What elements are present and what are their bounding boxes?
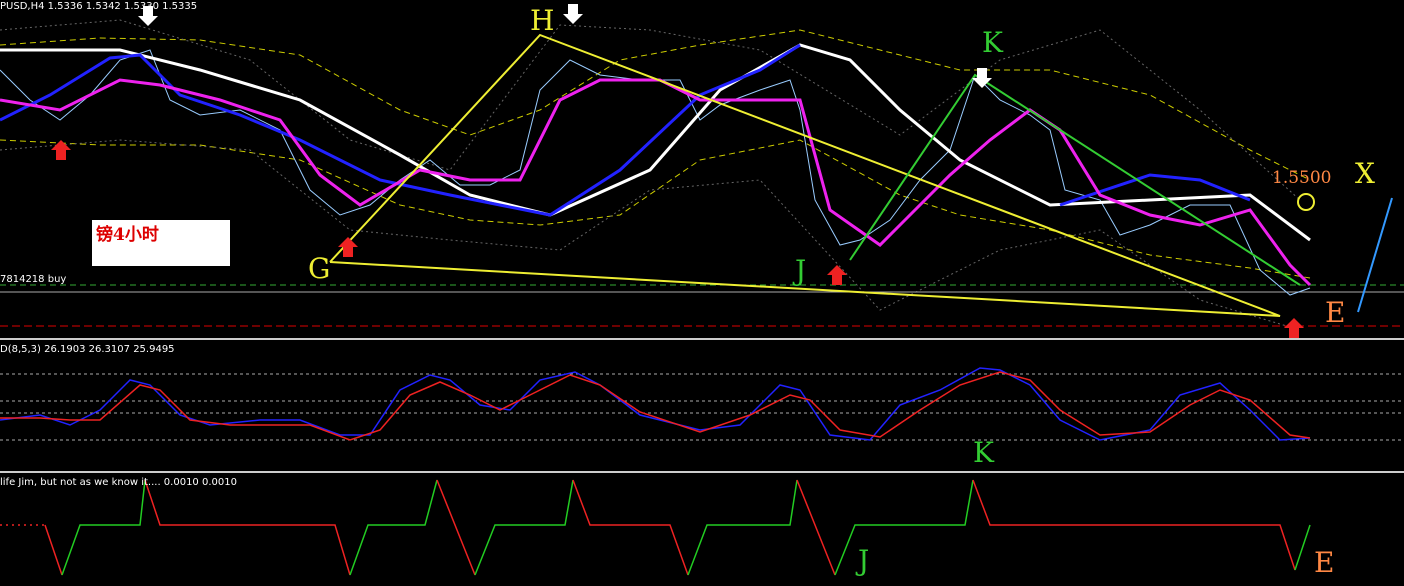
wave-label: K [982,26,1004,59]
up-arrow [1284,318,1304,338]
indicator-down [436,479,476,576]
wave-label: J [855,544,869,577]
indicator-up [1294,524,1311,571]
indicator-up [349,479,438,576]
wave-label: E [1314,546,1334,579]
envelope [0,139,1311,279]
price-label: 1.5500 [1272,168,1331,188]
wave-label: K [973,436,995,469]
down-arrow [972,68,992,88]
indicator-up [687,479,798,576]
note-text: 镑4小时 [96,224,159,245]
note-box [92,220,230,266]
indicator-down [144,479,351,576]
moving-average [0,43,1311,242]
envelope [0,29,1311,181]
wave-label: H [530,4,554,37]
order-label: 7814218 buy [0,274,66,285]
indicator-header: life Jim, but not as we know it.... 0.00… [0,477,237,488]
trend-line [1357,197,1393,313]
target-circle [1297,193,1315,211]
wave-label: E [1325,296,1345,329]
down-arrow [138,6,158,26]
indicator-up [474,479,574,576]
moving-average [0,43,801,217]
wave-label: J [792,254,806,287]
up-arrow [51,140,71,160]
stoch-header: D(8,5,3) 26.1903 26.3107 25.9495 [0,344,175,355]
indicator-up [61,479,146,576]
indicator-down [796,479,836,576]
moving-average [0,78,1312,287]
wave-label: X [1355,157,1375,190]
indicator-down [44,524,63,576]
band [0,139,1301,331]
up-arrow [338,237,358,257]
up-arrow [827,265,847,285]
indicator-down [572,479,689,576]
stoch-signal [0,371,1311,441]
pattern-line [329,33,1281,317]
indicator-down [972,479,1296,571]
indicator-up [834,479,974,576]
band [0,19,1301,201]
moving-average [1059,173,1251,207]
down-arrow [563,4,583,24]
pattern-line [849,73,1301,286]
symbol-header: PUSD,H4 1.5336 1.5342 1.5330 1.5335 [0,1,197,12]
wave-label: G [308,252,330,285]
